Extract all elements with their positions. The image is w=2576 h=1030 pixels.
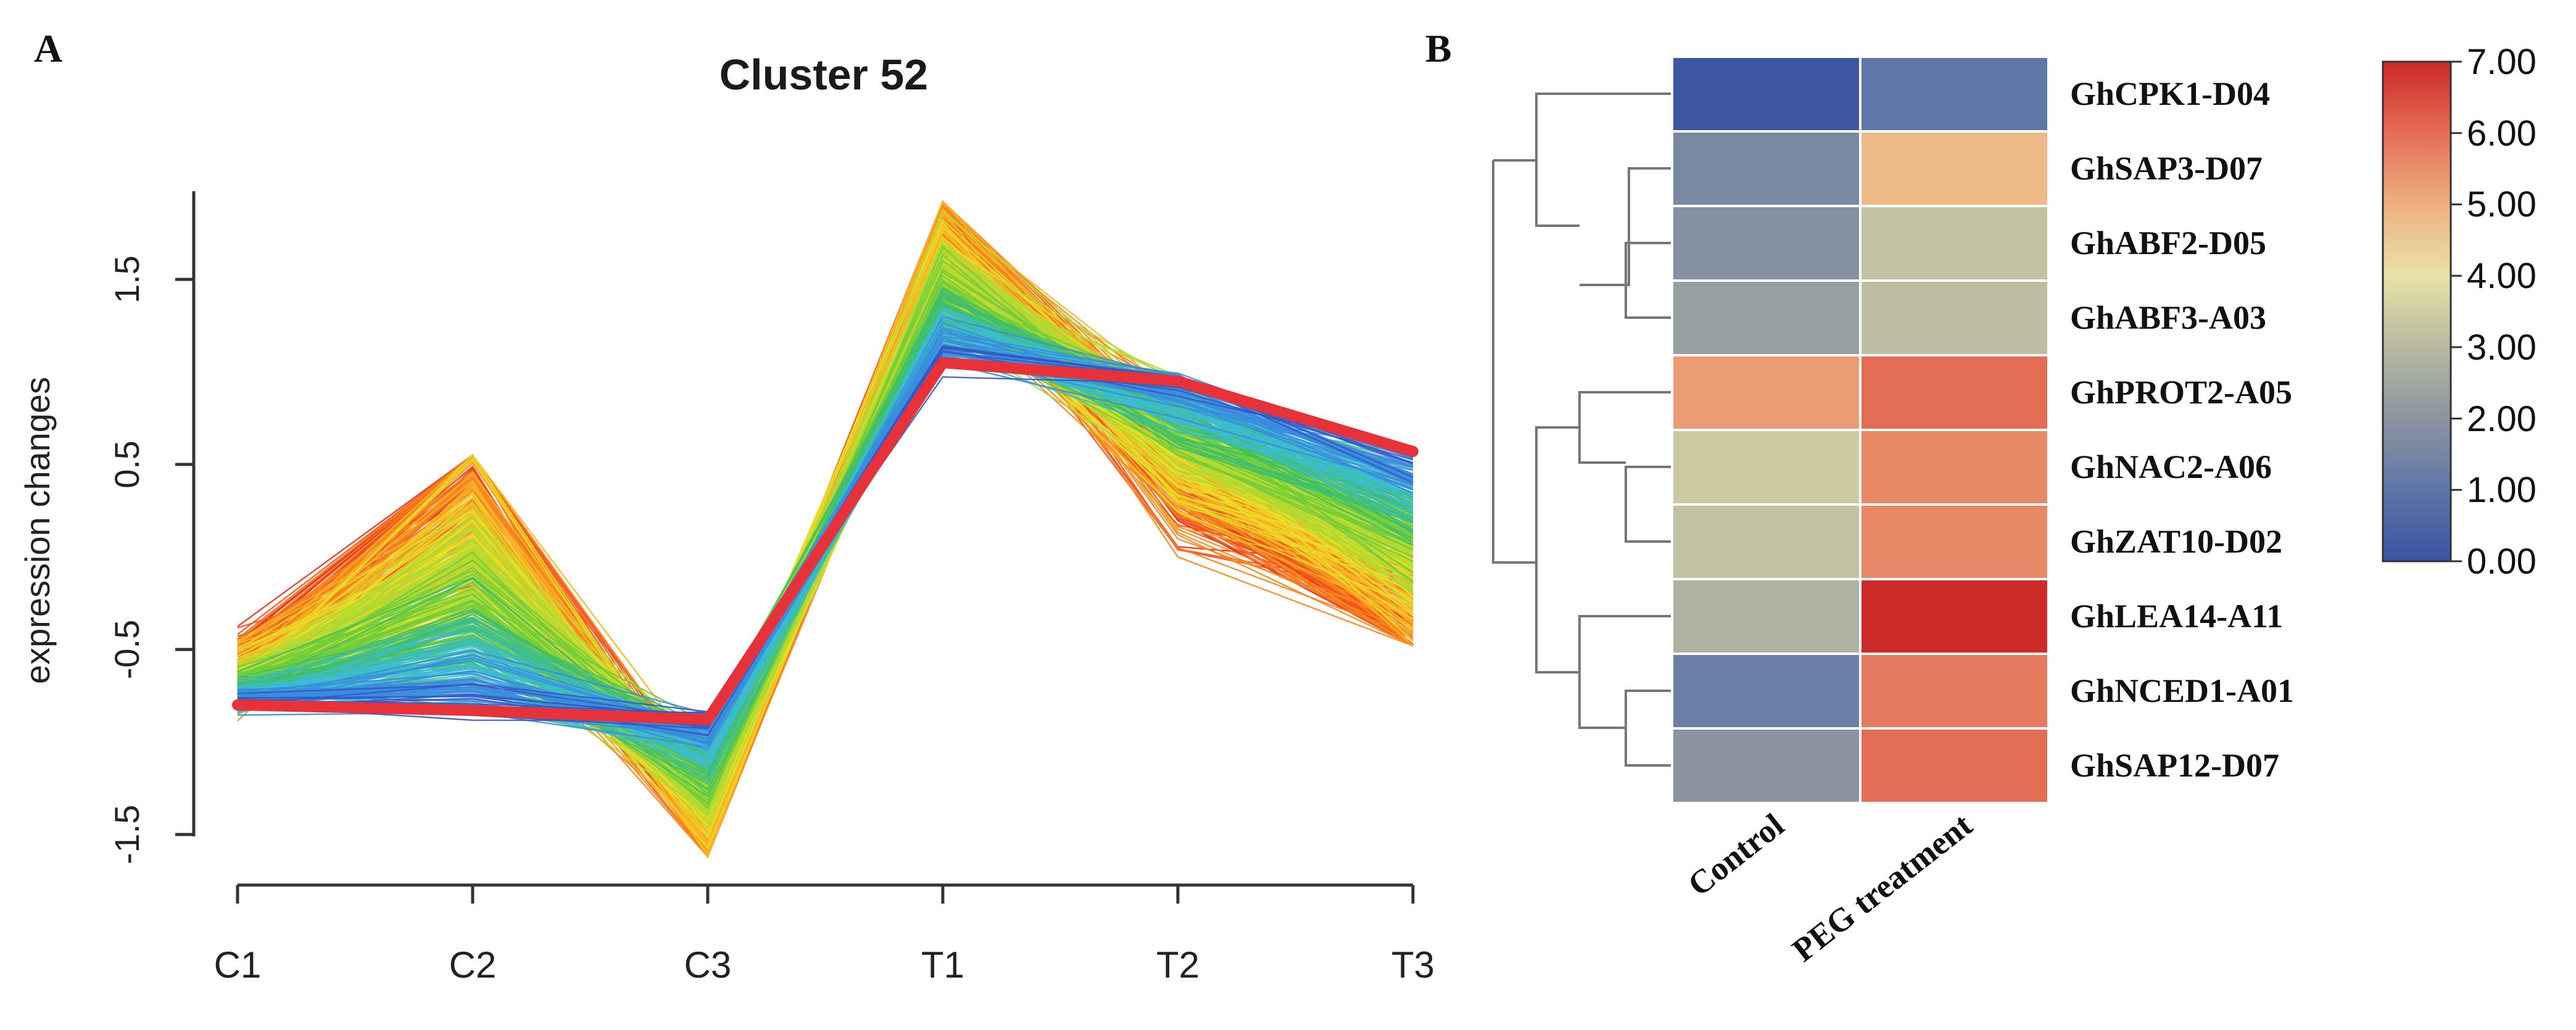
colorbar: 0.00 1.00 2.00 3.00 4.00 5.00 6.00 7.00 — [2382, 42, 2537, 582]
colorbar-tick-label: 7.00 — [2467, 42, 2537, 82]
heatmap-cell — [1859, 56, 2050, 133]
row-label: GhNCED1-A01 — [2070, 672, 2294, 709]
dendrogram-branch — [1535, 426, 1580, 674]
heatmap-cells — [1671, 56, 2050, 804]
row-label: GhSAP12-D07 — [2070, 747, 2279, 784]
x-tick-marks — [236, 885, 1415, 904]
heatmap-cell — [1859, 429, 2050, 506]
heatmap-cell — [1859, 578, 2050, 655]
chart-title: Cluster 52 — [719, 51, 928, 99]
row-label: GhCPK1-D04 — [2070, 75, 2270, 112]
colorbar-tick-label: 1.00 — [2467, 470, 2537, 510]
colorbar-tick-label: 2.00 — [2467, 399, 2537, 439]
row-label: GhPROT2-A05 — [2070, 374, 2292, 411]
heatmap-cell — [1671, 653, 1862, 730]
dendrogram-branch — [1625, 690, 1672, 767]
row-label: GhSAP3-D07 — [2070, 150, 2263, 187]
x-axis: C1 C2 C3 T1 T2 T3 — [214, 883, 1435, 986]
y-tick-label: 1.5 — [107, 255, 146, 303]
profile-line — [237, 331, 1414, 722]
row-label: GhABF2-D05 — [2070, 225, 2266, 262]
colorbar-tick-label: 0.00 — [2467, 542, 2537, 582]
row-label: GhNAC2-A06 — [2070, 448, 2272, 485]
heatmap-cell — [1671, 354, 1862, 431]
row-dendrogram — [1492, 93, 1672, 767]
x-tick-label: T1 — [921, 944, 964, 986]
y-tick-marks — [175, 278, 194, 836]
heatmap-cell — [1671, 130, 1862, 207]
dendrogram-branch — [1625, 466, 1672, 543]
x-tick-label: C2 — [449, 944, 497, 986]
x-tick-label: C3 — [684, 944, 732, 986]
row-label: GhABF3-A03 — [2070, 299, 2266, 336]
y-tick-label: 0.5 — [107, 440, 146, 488]
colorbar-tick-label: 3.00 — [2467, 328, 2537, 368]
row-label: GhLEA14-A11 — [2070, 598, 2283, 635]
heatmap-cell — [1671, 727, 1862, 804]
heatmap-cell — [1859, 205, 2050, 282]
heatmap-cell — [1859, 354, 2050, 431]
y-tick-label: -1.5 — [107, 805, 146, 865]
heatmap-cell — [1671, 205, 1862, 282]
dendrogram-branch — [1580, 167, 1672, 286]
colorbar-tick-marks — [2451, 60, 2462, 562]
heatmap-cell — [1859, 503, 2050, 580]
x-tick-label: T3 — [1391, 944, 1435, 986]
dendrogram-branch — [1492, 160, 1536, 564]
heatmap-cell — [1671, 578, 1862, 655]
y-axis-label: expression changes — [18, 377, 57, 684]
centroid-line-group — [232, 357, 1418, 725]
panel-a: A Cluster 52 expression changes -1.5 -0.… — [18, 27, 1435, 986]
profile-line — [237, 352, 1414, 766]
row-label: GhZAT10-D02 — [2070, 523, 2282, 560]
panel-b-letter: B — [1425, 27, 1452, 70]
row-labels: GhCPK1-D04 GhSAP3-D07 GhABF2-D05 GhABF3-… — [2070, 75, 2294, 784]
colorbar-tick-label: 5.00 — [2467, 184, 2537, 225]
heatmap-cell — [1671, 429, 1862, 506]
dendrogram-branch — [1625, 242, 1672, 319]
heatmap-cell — [1671, 503, 1862, 580]
centroid-line — [232, 357, 1418, 725]
y-axis: -1.5 -0.5 0.5 1.5 — [107, 191, 196, 865]
colorbar-gradient — [2382, 60, 2452, 562]
y-tick-label: -0.5 — [107, 620, 146, 680]
heatmap-cell — [1859, 130, 2050, 207]
heatmap-cell — [1859, 727, 2050, 804]
heatmap-cell — [1671, 56, 1862, 133]
x-tick-label: C1 — [214, 944, 262, 986]
heatmap-cell — [1671, 279, 1862, 356]
x-tick-label: T2 — [1156, 944, 1199, 986]
heatmap-cell — [1859, 279, 2050, 356]
colorbar-tick-label: 6.00 — [2467, 113, 2537, 154]
panel-a-letter: A — [34, 27, 62, 70]
heatmap-cell — [1859, 653, 2050, 730]
colorbar-tick-label: 4.00 — [2467, 256, 2537, 296]
